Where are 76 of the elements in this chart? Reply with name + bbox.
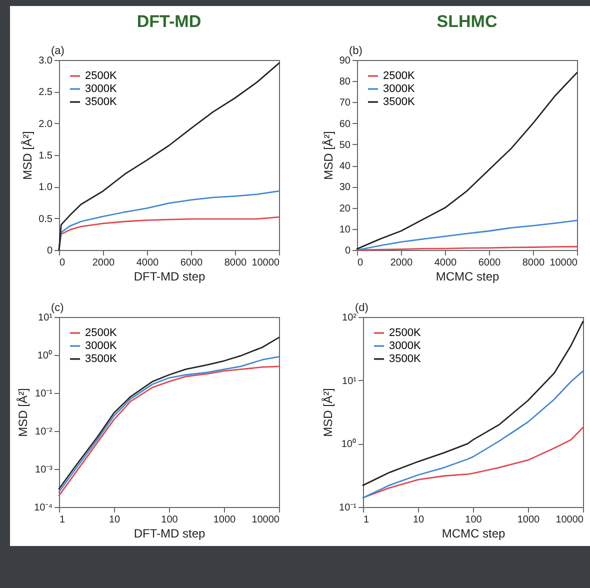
y-tick-label: 40 <box>339 161 351 172</box>
legend-label: 2500K <box>85 327 118 339</box>
x-axis-title: MCMC step <box>442 526 506 540</box>
x-tick-label: 10000 <box>252 258 280 268</box>
legend-label: 3500K <box>383 96 416 108</box>
y-tick-label: 10¹ <box>342 376 358 387</box>
x-axis-title: DFT-MD step <box>134 526 206 540</box>
legend-label: 3000K <box>85 83 118 95</box>
legend-label: 2500K <box>85 70 118 82</box>
y-tick-label: 10⁰ <box>341 438 356 450</box>
y-axis-title: MSD [Å²] <box>321 131 336 180</box>
x-tick-label: 8000 <box>522 258 546 268</box>
legend-label: 3000K <box>389 340 422 352</box>
legend-label: 3000K <box>85 340 118 352</box>
y-tick-label: 60 <box>339 118 351 130</box>
y-tick-label: 10⁻⁴ <box>34 502 52 514</box>
x-axis-title: DFT-MD step <box>134 270 206 284</box>
y-tick-label: 90 <box>339 56 351 66</box>
y-tick-label: 10⁰ <box>37 350 52 362</box>
y-tick-label: 10⁻² <box>35 426 54 438</box>
x-tick-label: 0 <box>60 258 66 268</box>
chart-title: DFT-MD <box>136 12 202 31</box>
y-tick-label: 30 <box>339 182 351 194</box>
legend-label: 3500K <box>389 353 422 365</box>
x-tick-label: 10 <box>108 514 120 526</box>
x-tick-label: 1 <box>60 514 66 526</box>
x-axis-title: MCMC step <box>436 270 500 284</box>
y-tick-label: 3.0 <box>38 56 53 66</box>
y-axis-title: MSD [Å²] <box>16 388 30 437</box>
y-tick-label: 10⁻³ <box>35 464 54 476</box>
y-tick-label: 10² <box>342 312 358 324</box>
y-tick-label: 2.5 <box>38 87 53 98</box>
x-tick-label: 4000 <box>434 258 458 268</box>
x-tick-label: 1 <box>364 514 370 526</box>
y-tick-label: 0.5 <box>38 214 53 225</box>
x-tick-label: 10000 <box>556 514 584 526</box>
legend-label: 2500K <box>383 70 416 82</box>
y-tick-label: 1.5 <box>38 150 53 162</box>
x-tick-label: 2000 <box>92 258 116 268</box>
text: (c) <box>51 302 64 314</box>
y-tick-label: 50 <box>339 140 351 151</box>
x-tick-label: 1000 <box>213 514 236 526</box>
text: (d) <box>355 302 368 314</box>
x-tick-label: 8000 <box>224 258 248 268</box>
x-tick-label: 6000 <box>180 258 204 268</box>
line-series <box>356 220 578 251</box>
x-tick-label: 10 <box>412 514 424 526</box>
x-tick-label: 4000 <box>136 258 160 268</box>
y-axis-title: MSD [Å²] <box>20 131 35 180</box>
x-tick-label: 10000 <box>550 258 578 268</box>
legend-label: 3500K <box>85 353 118 365</box>
y-tick-label: 20 <box>339 203 351 214</box>
x-tick-label: 10000 <box>252 514 280 526</box>
line-series <box>356 72 578 250</box>
y-tick-label: 2.0 <box>38 118 53 130</box>
y-tick-label: 10 <box>339 224 351 236</box>
y-tick-label: 0 <box>344 246 351 256</box>
y-tick-label: 1.0 <box>38 182 53 194</box>
text: (b) <box>349 45 362 57</box>
y-tick-label: 80 <box>339 76 351 88</box>
y-tick-label: 0 <box>46 246 53 256</box>
y-tick-label: 70 <box>339 98 351 109</box>
legend-label: 3000K <box>383 83 416 95</box>
x-tick-label: 100 <box>465 514 482 526</box>
x-tick-label: 1000 <box>517 514 540 526</box>
y-tick-label: 10⁻¹ <box>339 502 358 514</box>
x-tick-label: 100 <box>161 514 178 526</box>
legend-label: 2500K <box>389 327 422 339</box>
x-tick-label: 6000 <box>478 258 502 268</box>
x-tick-label: 2000 <box>390 258 414 268</box>
y-tick-label: 10⁻¹ <box>35 388 54 400</box>
legend-label: 3500K <box>85 96 118 108</box>
chart-title: SLHMC <box>436 12 498 31</box>
y-axis-title: MSD [Å²] <box>321 388 336 437</box>
text: (a) <box>51 45 64 57</box>
y-tick-label: 10¹ <box>38 312 54 324</box>
